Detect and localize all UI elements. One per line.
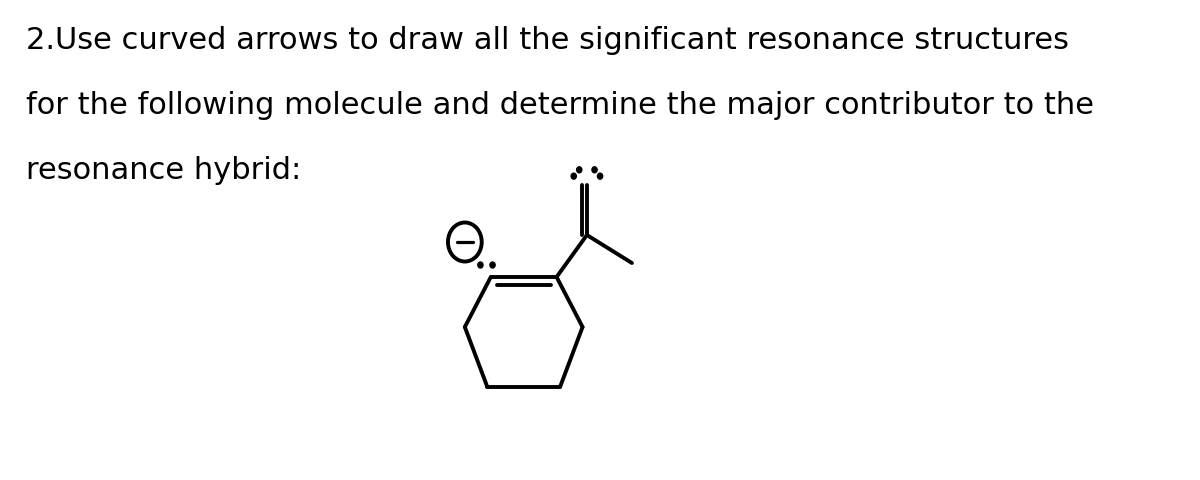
Text: resonance hybrid:: resonance hybrid: bbox=[26, 156, 301, 185]
Circle shape bbox=[478, 263, 484, 268]
Circle shape bbox=[598, 174, 602, 180]
Circle shape bbox=[571, 174, 576, 180]
Circle shape bbox=[577, 168, 582, 173]
Circle shape bbox=[490, 263, 496, 268]
Circle shape bbox=[592, 168, 598, 173]
Text: for the following molecule and determine the major contributor to the: for the following molecule and determine… bbox=[26, 91, 1094, 120]
Text: 2.Use curved arrows to draw all the significant resonance structures: 2.Use curved arrows to draw all the sign… bbox=[26, 26, 1069, 55]
